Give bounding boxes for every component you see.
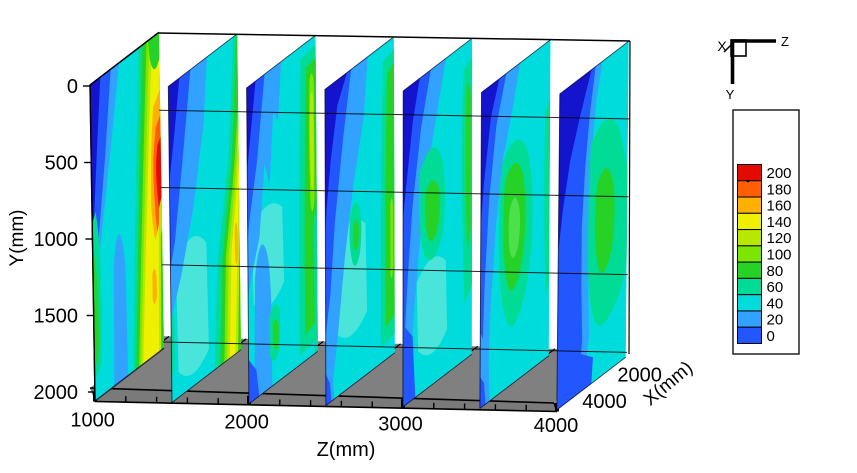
svg-text:60: 60: [767, 279, 784, 296]
svg-text:4000: 4000: [534, 415, 579, 437]
svg-text:Y: Y: [726, 87, 735, 102]
svg-text:2000: 2000: [224, 411, 269, 433]
svg-text:3000: 3000: [378, 413, 423, 435]
svg-text:0: 0: [67, 76, 78, 98]
svg-text:4000: 4000: [582, 391, 627, 413]
svg-text:80: 80: [767, 263, 784, 280]
svg-text:200: 200: [767, 165, 792, 182]
svg-text:120: 120: [767, 230, 792, 247]
svg-text:20: 20: [767, 312, 784, 329]
svg-text:X: X: [717, 38, 727, 54]
svg-text:160: 160: [767, 198, 792, 215]
svg-text:500: 500: [45, 153, 78, 175]
svg-text:180: 180: [767, 181, 792, 198]
svg-text:40: 40: [767, 295, 784, 312]
svg-text:Z(mm): Z(mm): [317, 439, 376, 461]
svg-text:2000: 2000: [34, 382, 79, 404]
svg-text:1500: 1500: [34, 306, 79, 328]
svg-text:2000: 2000: [617, 365, 662, 387]
svg-text:140: 140: [767, 214, 792, 231]
svg-text:100: 100: [767, 246, 792, 263]
svg-text:0: 0: [767, 328, 775, 345]
svg-text:Y(mm): Y(mm): [7, 210, 28, 267]
svg-text:1000: 1000: [70, 409, 115, 431]
svg-text:1000: 1000: [34, 229, 79, 251]
svg-text:Z: Z: [781, 34, 789, 49]
